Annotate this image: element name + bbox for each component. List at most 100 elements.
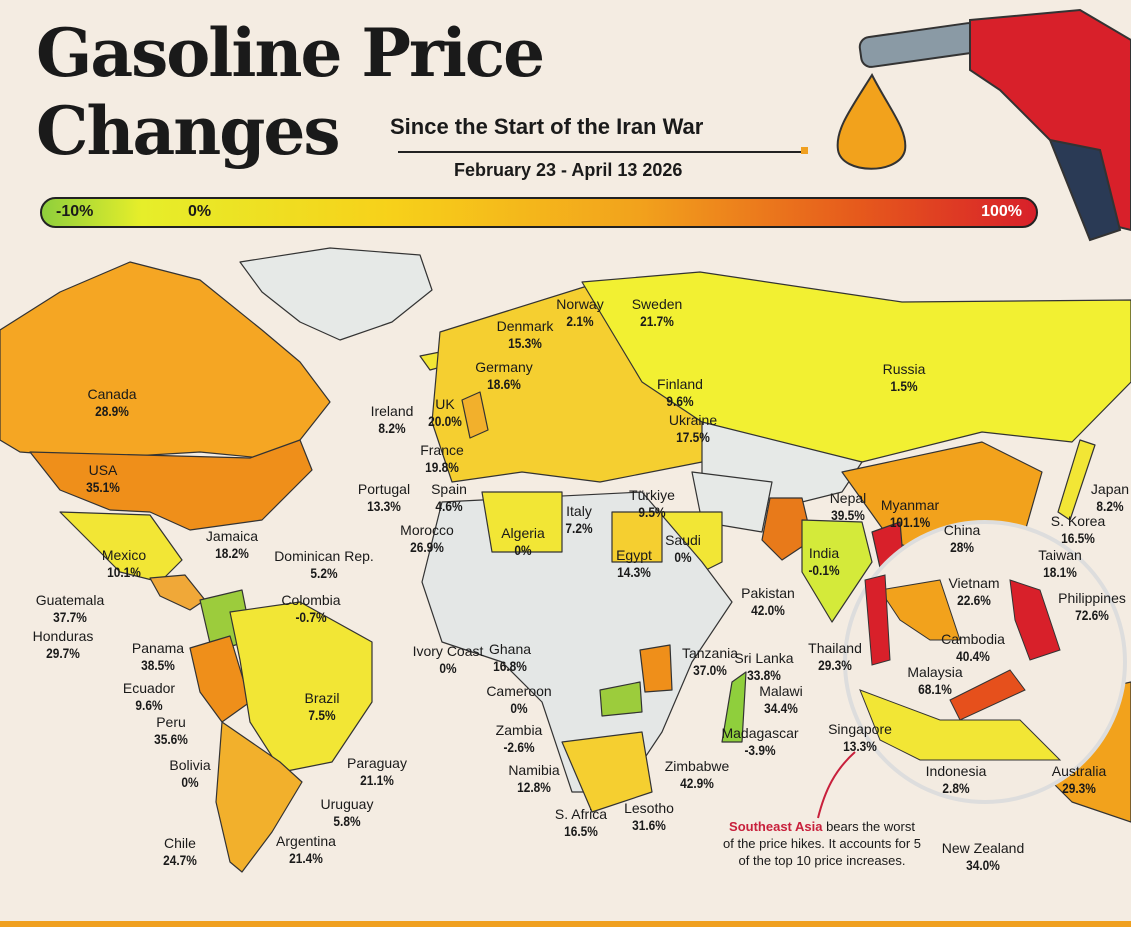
country-name: Australia [1051,763,1107,779]
country-value: 19.8% [425,459,459,475]
scale-min: -10% [56,203,94,220]
country-name: Uruguay [320,796,374,812]
country-value: 21.4% [289,850,323,866]
country-name: Nepal [829,490,867,506]
country-value: 40.4% [956,648,990,664]
country-label-zambia: Zambia -2.6% [496,722,543,756]
country-name: Philippines [1058,590,1126,606]
country-value: 15.3% [508,335,542,351]
country-value: 16.5% [1061,530,1095,546]
country-label-honduras: Honduras 29.7% [33,628,94,662]
country-value: 16.8% [493,658,527,674]
country-name: Colombia [281,592,341,608]
country-value: 26.9% [410,539,444,555]
country-name: Panama [131,640,185,656]
country-label-namibia: Namibia 12.8% [508,762,559,796]
country-label-ireland: Ireland 8.2% [371,403,414,437]
country-label-peru: Peru 35.6% [151,714,191,748]
country-value: 4.6% [435,498,463,514]
country-value: 22.6% [957,592,991,608]
southeast-asia-note: Southeast Asia bears the worst of the pr… [722,818,922,869]
country-name: Cameroon [486,683,552,699]
country-name: Jamaica [205,528,259,544]
country-label-panama: Panama 38.5% [132,640,184,674]
russia [581,271,1131,463]
country-name: Cambodia [941,631,1005,647]
country-name: Singapore [828,721,892,737]
argentina-chile [215,721,303,873]
country-value: 101.1% [889,514,931,530]
country-value: 0% [439,660,457,676]
country-label-tanzania: Tanzania 37.0% [682,645,738,679]
country-label-myanmar: Myanmar 101.1% [881,497,939,531]
country-label-t-rkiye: Türkiye 9.5% [629,487,675,521]
scale-max: 100% [981,203,1022,220]
country-name: Brazil [304,690,340,706]
country-value: 38.5% [141,657,175,673]
country-name: Malaysia [907,664,963,680]
country-value: 42.0% [751,602,785,618]
country-value: 10.1% [107,564,141,580]
country-label-s-africa: S. Africa 16.5% [555,806,607,840]
country-label-vietnam: Vietnam 22.6% [948,575,999,609]
country-name: Türkiye [629,487,675,503]
country-label-egypt: Egypt 14.3% [614,547,654,581]
country-label-australia: Australia 29.3% [1052,763,1106,797]
country-label-algeria: Algeria 0% [501,525,545,559]
title-line-2: Changes [36,92,341,170]
country-label-china: China 28% [944,522,981,556]
country-value: 0% [510,700,528,716]
country-label-malaysia: Malaysia 68.1% [907,664,962,698]
country-name: Zambia [495,722,543,738]
country-value: 9.6% [666,393,694,409]
country-name: Russia [882,361,926,377]
country-label-india: India -0.1% [806,545,843,579]
country-label-ivory-coast: Ivory Coast 0% [413,643,484,677]
country-name: Mexico [101,547,147,563]
country-name: Vietnam [948,575,1000,591]
country-name: Guatemala [35,592,105,608]
country-name: Bolivia [169,757,211,773]
country-label-france: France 19.8% [420,442,464,476]
country-name: Ireland [370,403,414,419]
country-name: Malawi [759,683,803,699]
country-label-ghana: Ghana 16.8% [489,641,531,675]
country-name: Tanzania [681,645,739,661]
country-label-denmark: Denmark 15.3% [497,318,554,352]
country-label-lesotho: Lesotho 31.6% [624,800,674,834]
date-range: February 23 - April 13 2026 [454,160,683,180]
country-label-new-zealand: New Zealand 34.0% [942,840,1025,874]
country-value: 18.2% [215,545,249,561]
country-name: Myanmar [880,497,940,513]
country-value: 29.3% [1062,780,1096,796]
country-value: 5.2% [310,565,338,581]
country-name: Ghana [488,641,532,657]
country-name: Portugal [357,481,411,497]
country-label-madagascar: Madagascar -3.9% [721,725,798,759]
country-value: 33.8% [747,667,781,683]
country-label-spain: Spain 4.6% [431,481,467,515]
country-value: -0.1% [808,562,840,578]
country-value: 18.1% [1043,564,1077,580]
subtitle-dot [801,147,808,154]
country-value: 37.0% [693,662,727,678]
country-label-thailand: Thailand 29.3% [808,640,862,674]
country-value: 17.5% [676,429,710,445]
country-label-sweden: Sweden 21.7% [632,296,683,330]
country-label-ukraine: Ukraine 17.5% [669,412,717,446]
country-value: 9.6% [135,697,163,713]
country-value: 21.7% [640,313,674,329]
fuel-nozzle-icon [836,8,1131,242]
country-value: 18.6% [487,376,521,392]
country-value: 5.8% [333,813,361,829]
country-label-paraguay: Paraguay 21.1% [347,755,407,789]
country-value: 13.3% [843,738,877,754]
country-label-sri-lanka: Sri Lanka 33.8% [734,650,793,684]
country-name: Indonesia [925,763,987,779]
country-label-bolivia: Bolivia 0% [169,757,210,791]
country-label-philippines: Philippines 72.6% [1058,590,1126,624]
title-line-1: Gasoline Price [36,14,545,92]
country-label-mexico: Mexico 10.1% [102,547,146,581]
country-value: 39.5% [831,507,865,523]
color-scale-legend: -10% 0% 100% [40,197,1038,228]
